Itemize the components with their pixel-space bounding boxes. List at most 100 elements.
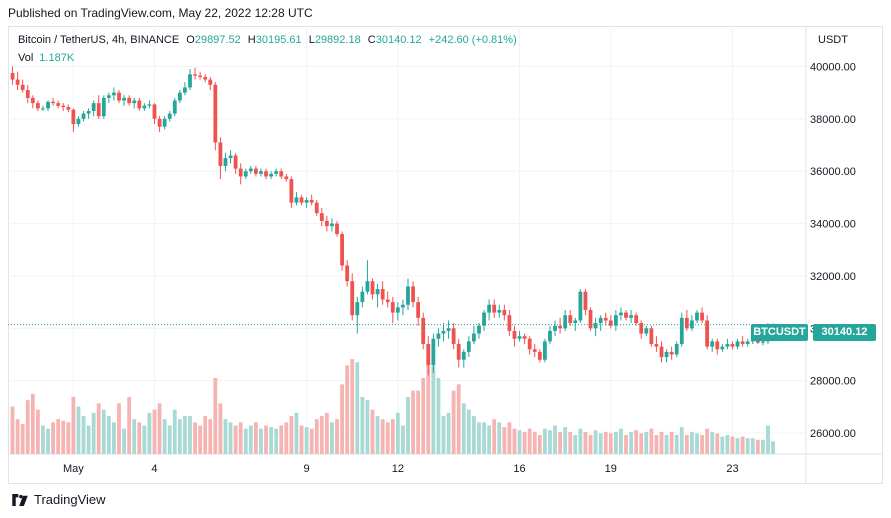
volume-bar	[66, 422, 71, 454]
candle-up	[147, 104, 152, 106]
volume-bar	[264, 425, 268, 454]
candle-down	[193, 74, 197, 76]
candle-down	[370, 281, 375, 295]
volume-bar	[360, 397, 365, 454]
volume-bar	[355, 362, 360, 454]
candle-up	[690, 320, 694, 329]
volume-bar	[395, 412, 400, 454]
volume-bar	[725, 435, 730, 454]
candle-up	[406, 286, 410, 305]
volume-bar	[15, 419, 20, 454]
candle-down	[335, 223, 339, 235]
volume-bar	[451, 390, 456, 454]
candle-up	[162, 118, 167, 127]
candle-up	[644, 328, 649, 334]
candle-up	[294, 197, 299, 203]
candle-down	[385, 299, 390, 303]
volume-bar	[10, 406, 15, 454]
price-axis-label: 40000.00	[810, 61, 856, 73]
volume-bar	[472, 416, 476, 454]
candle-up	[710, 341, 715, 347]
volume-bar	[172, 409, 177, 454]
candle-down	[238, 168, 243, 177]
volume-bar	[41, 425, 45, 454]
volume-bar	[218, 403, 223, 454]
candle-down	[309, 200, 314, 203]
volume-bar	[253, 422, 258, 454]
candle-down	[390, 302, 395, 313]
candle-down	[35, 103, 40, 109]
candle-down	[380, 289, 385, 300]
time-axis-label: 23	[726, 463, 738, 475]
volume-bar	[700, 435, 704, 454]
candle-down	[411, 286, 415, 303]
close-label: C	[367, 34, 376, 46]
volume-bar	[558, 431, 563, 454]
candle-down	[451, 328, 456, 345]
candle-down	[416, 302, 421, 318]
volume-bar	[583, 431, 588, 454]
candle-down	[340, 234, 344, 266]
symbol-title[interactable]: Bitcoin / TetherUS, 4h, BINANCE	[18, 34, 180, 46]
volume-bar	[81, 416, 86, 454]
volume-bar	[335, 419, 339, 454]
candle-up	[441, 330, 446, 334]
volume-bar	[162, 419, 167, 454]
volume-bar	[416, 390, 421, 454]
volume-bar	[223, 419, 228, 454]
candle-down	[532, 349, 537, 352]
volume-bar	[25, 400, 30, 454]
candle-up	[259, 171, 263, 174]
volume-bar	[659, 431, 664, 454]
volume-bar	[157, 403, 162, 454]
volume-bar	[568, 431, 573, 454]
candle-up	[132, 100, 137, 104]
volume-bar	[203, 416, 208, 454]
price-axis-label: 36000.00	[810, 166, 856, 178]
candle-up	[487, 304, 492, 313]
volume-bar	[86, 425, 91, 454]
candle-up	[472, 333, 476, 342]
candle-up	[679, 317, 684, 345]
volume-bar	[527, 428, 532, 454]
candle-down	[203, 76, 208, 80]
candlestick-chart[interactable]: 26000.0028000.0030000.0032000.0034000.00…	[8, 26, 883, 484]
volume-bar	[56, 419, 61, 454]
candle-down	[299, 197, 304, 203]
volume-bar	[684, 435, 689, 454]
volume-bar	[106, 416, 111, 454]
candle-down	[208, 79, 213, 85]
candle-down	[426, 344, 431, 365]
volume-bar	[710, 431, 715, 454]
volume-legend[interactable]: Vol 1.187K	[18, 52, 74, 64]
volume-bar	[269, 427, 274, 454]
volume-bar	[456, 384, 461, 454]
candle-down	[324, 220, 329, 227]
candle-up	[81, 113, 86, 119]
volume-bar	[340, 384, 344, 454]
candle-up	[573, 320, 578, 324]
tradingview-brand[interactable]: TradingView	[10, 492, 106, 507]
volume-bar	[649, 428, 654, 454]
volume-bar	[238, 422, 243, 454]
volume-bar	[629, 431, 633, 454]
volume-bar	[461, 403, 466, 454]
volume-bar	[370, 409, 375, 454]
candle-up	[375, 289, 380, 295]
time-axis-label: 19	[605, 463, 617, 475]
volume-bar	[761, 439, 765, 454]
candle-up	[167, 113, 172, 119]
candle-up	[41, 108, 45, 110]
chart-frame	[8, 26, 883, 484]
candle-up	[223, 158, 228, 166]
price-axis-label: 26000.00	[810, 428, 856, 440]
candle-down	[522, 336, 527, 339]
volume-bar	[380, 419, 385, 454]
volume-bar	[613, 431, 618, 454]
volume-bar	[740, 436, 745, 454]
candle-down	[634, 315, 639, 324]
volume-bar	[193, 422, 197, 454]
volume-bar	[608, 433, 613, 454]
volume-bar	[664, 435, 669, 454]
volume-bar	[598, 433, 603, 454]
